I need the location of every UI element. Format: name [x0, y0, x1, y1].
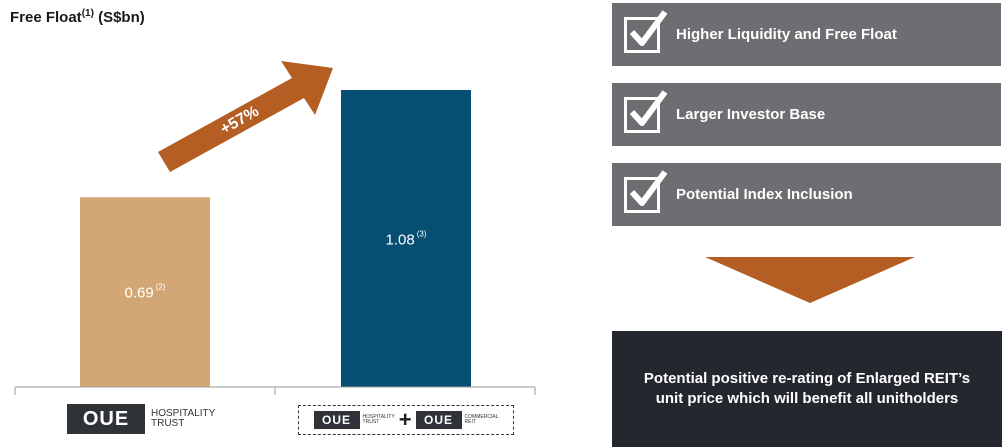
oue-hospitality-trust-logo: OUE HOSPITALITY TRUST [67, 404, 215, 434]
bar-enlarged-reit [341, 90, 471, 387]
benefit-label: Larger Investor Base [676, 106, 826, 123]
bar-value-label-enlarged: 1.08 (3) [386, 229, 427, 248]
bar-value-note: (2) [155, 282, 166, 292]
result-box: Potential positive re-rating of Enlarged… [612, 331, 1002, 447]
oue-logo-mark: OUE [313, 411, 360, 429]
result-line: Potential positive re-rating of Enlarged… [643, 370, 971, 387]
logo-line: HOSPITALITY [362, 413, 395, 420]
down-arrow-icon [705, 257, 915, 303]
growth-arrow [158, 61, 333, 172]
free-float-chart [14, 61, 536, 395]
bar-value-text: 0.69 [124, 284, 154, 302]
benefit-item-index-inclusion: Potential Index Inclusion [612, 163, 1001, 226]
logo-line: COMMERCIAL [464, 413, 499, 420]
benefit-item-investor-base: Larger Investor Base [612, 83, 1001, 146]
logo-line: TRUST [362, 419, 380, 425]
result-text: Potential positive re-rating of Enlarged… [635, 369, 980, 409]
logo-line: HOSPITALITY [151, 407, 216, 419]
checkbox-check-icon [624, 9, 668, 53]
combined-logo: OUE HOSPITALITY TRUST + OUE COMMERCIAL R… [298, 405, 514, 435]
checkbox-check-icon [624, 89, 668, 133]
bar-hospitality-trust [80, 197, 210, 387]
logo-subtitle: HOSPITALITY TRUST [362, 413, 395, 426]
bar-value-text: 1.08 [385, 231, 415, 248]
oue-logo-mark: OUE [67, 404, 145, 434]
chart-title: Free Float(1) (S$bn) [10, 8, 145, 26]
result-line: unit price which will benefit all unitho… [655, 390, 959, 407]
chart-title-unit: (S$bn) [98, 9, 145, 26]
bar-value-label-hospitality: 0.69 (2) [125, 283, 166, 302]
logo-line: REIT [464, 419, 476, 425]
logo-subtitle: COMMERCIAL REIT [464, 413, 499, 426]
chart-title-note: (1) [81, 8, 94, 19]
plus-sign: + [398, 407, 412, 432]
logo-subtitle: HOSPITALITY TRUST [151, 407, 216, 430]
bar-value-note: (3) [416, 229, 427, 238]
benefit-label: Higher Liquidity and Free Float [676, 26, 897, 43]
chart-title-text: Free Float [10, 9, 82, 26]
logo-line: TRUST [151, 418, 185, 429]
benefit-item-liquidity: Higher Liquidity and Free Float [612, 3, 1001, 66]
benefit-label: Potential Index Inclusion [676, 186, 853, 203]
oue-logo-mark: OUE [415, 411, 462, 429]
checkbox-check-icon [624, 169, 668, 213]
